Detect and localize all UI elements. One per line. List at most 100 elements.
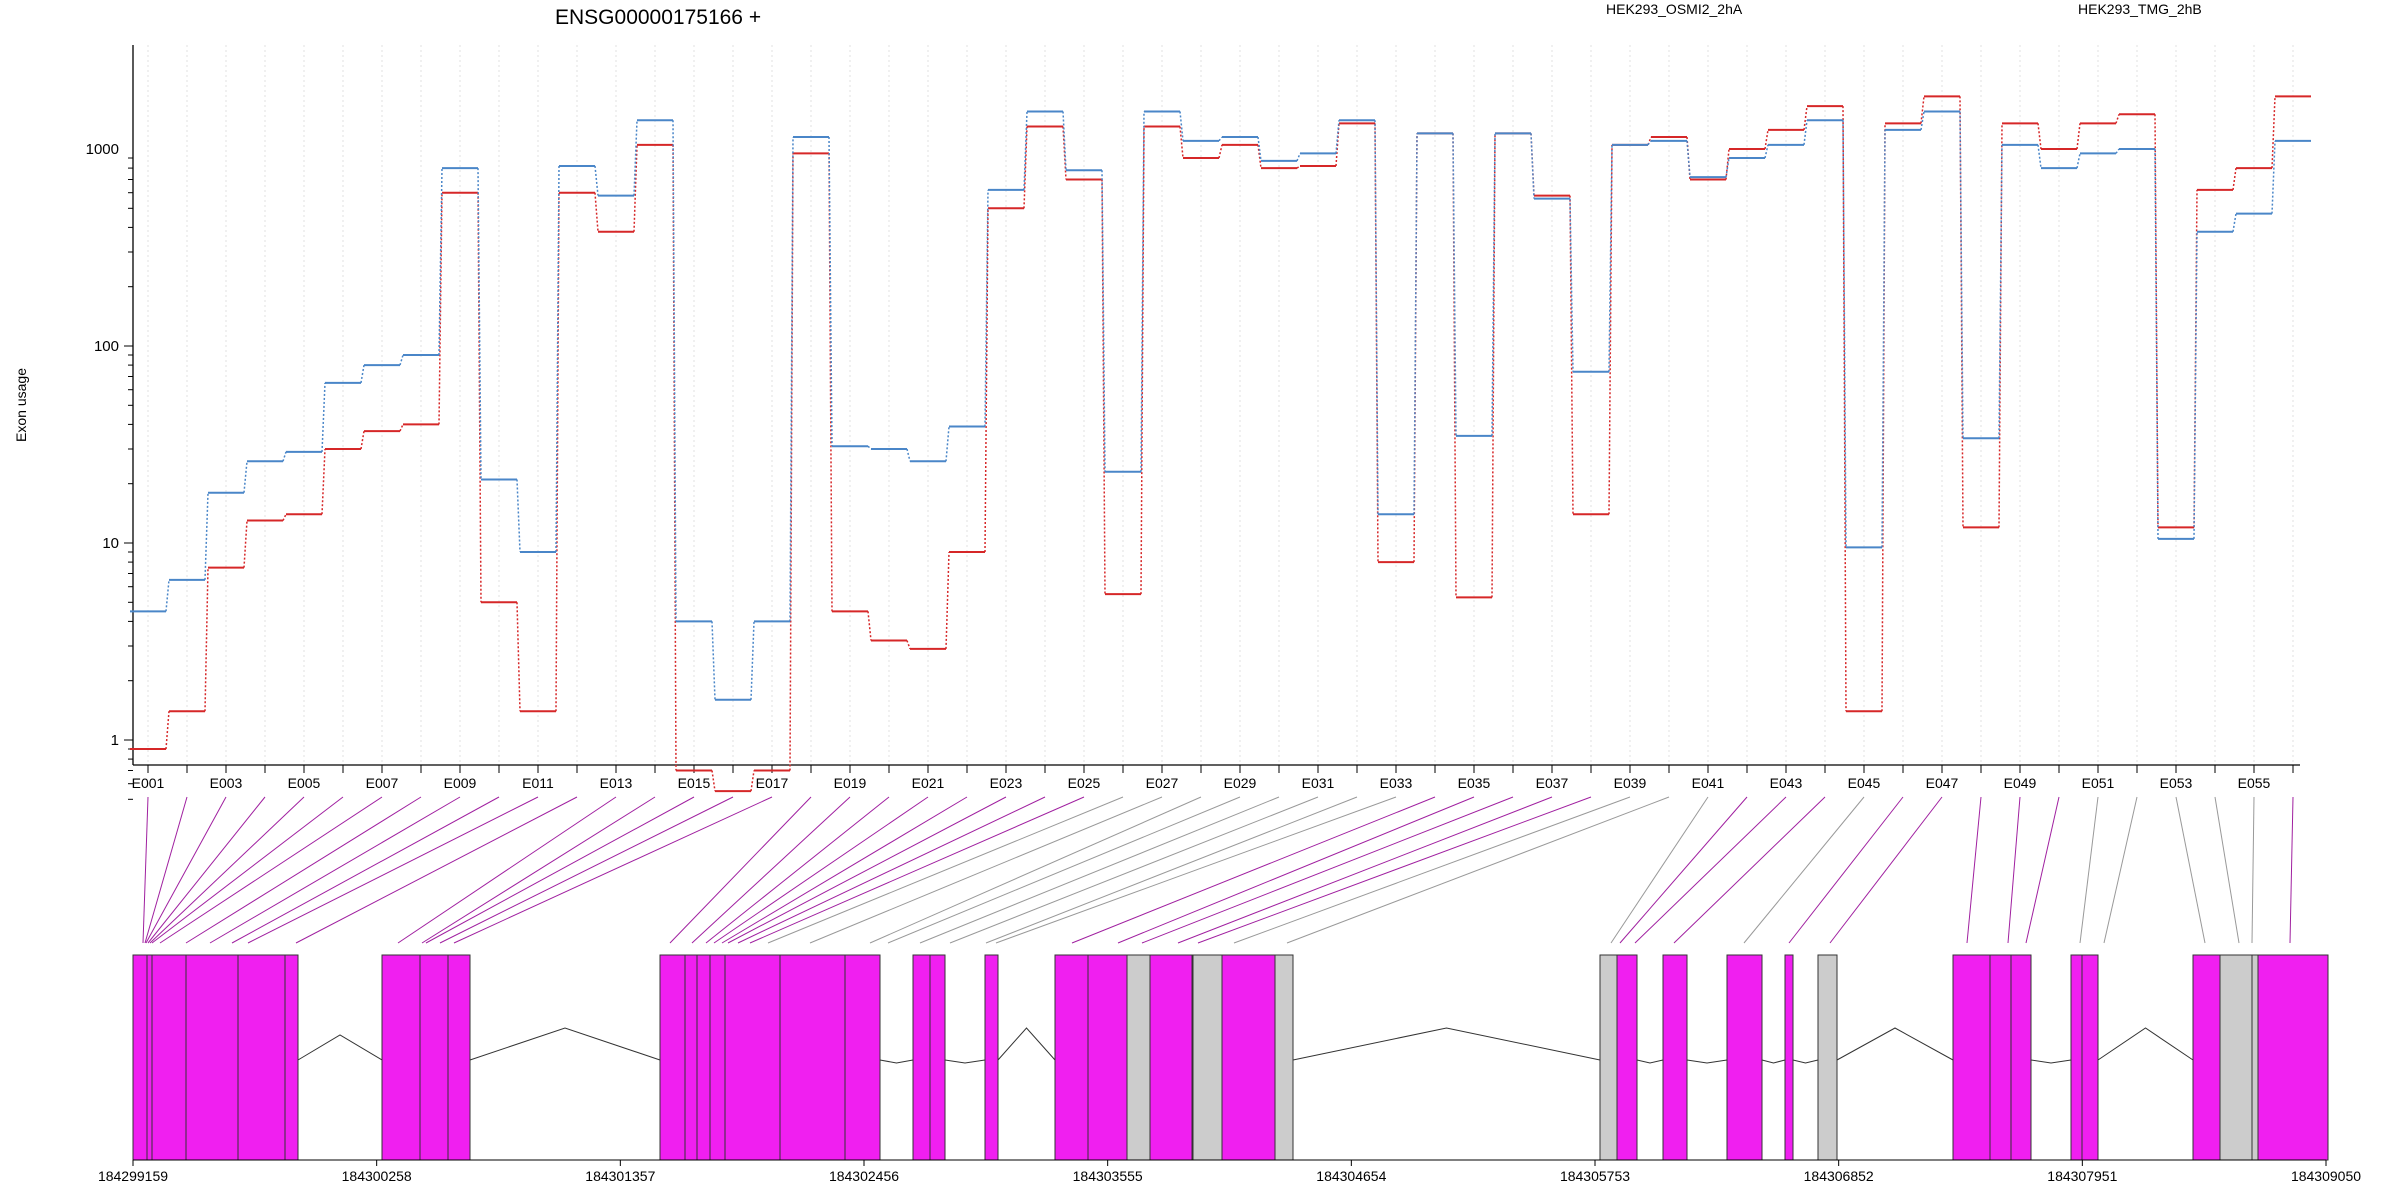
intron-line — [2097, 1027, 2194, 1061]
series-connector — [1218, 144, 1223, 159]
series-connector — [867, 611, 872, 641]
exon-link — [231, 796, 500, 944]
series-layer — [130, 95, 2311, 793]
x-tick-label: E037 — [1536, 775, 1569, 791]
series-connector — [1920, 96, 1925, 124]
y-tick-label: 100 — [94, 338, 119, 355]
x-tick-label: E041 — [1692, 775, 1725, 791]
intron-line — [879, 1059, 914, 1064]
series-connector — [1062, 126, 1067, 180]
series-connector — [2193, 231, 2198, 539]
exon-link — [2214, 796, 2240, 944]
series-connector — [1842, 120, 1847, 548]
legend-series-1: HEK293_OSMI2_2hA — [1606, 1, 1743, 17]
exon-link — [887, 796, 1241, 944]
x-tick-label: E003 — [210, 775, 243, 791]
intron-line — [297, 1034, 383, 1061]
series-connector — [2115, 148, 2120, 154]
series-connector — [282, 451, 287, 462]
exon-block — [1662, 954, 1688, 1161]
y-tick-label: 1000 — [86, 141, 119, 158]
x-tick-label: E017 — [756, 775, 789, 791]
exon-block — [132, 954, 148, 1161]
intron-line — [1636, 1059, 1664, 1064]
series-connector — [945, 426, 950, 462]
exon-link — [691, 796, 851, 944]
chart-title: ENSG00000175166 + — [555, 6, 761, 29]
excluded-exon-block — [2219, 954, 2253, 1161]
intron-line — [1292, 1027, 1601, 1061]
exon-link — [1788, 796, 1904, 944]
series-connector — [555, 165, 560, 553]
exon-link — [749, 796, 1085, 944]
genomic-tick-label: 184301357 — [585, 1168, 655, 1184]
series-connector — [1569, 198, 1574, 372]
intron-line — [1761, 1059, 1786, 1064]
series-connector — [594, 165, 599, 196]
x-tick-label: E033 — [1380, 775, 1413, 791]
intron-line — [1686, 1059, 1728, 1064]
series-connector — [1218, 136, 1223, 142]
exon-link — [2007, 796, 2021, 944]
series-connector — [2232, 213, 2237, 232]
exon-link — [919, 796, 1280, 944]
series-connector — [1920, 111, 1925, 131]
exon-block — [684, 954, 698, 1161]
exon-link — [2103, 796, 2138, 944]
series-connector — [867, 445, 872, 450]
x-axis: E001 E003 E005 E007 E009 E011 E013 E015 E017 E019… — [132, 764, 2300, 791]
x-tick-label: E005 — [288, 775, 321, 791]
exon-link — [1141, 796, 1514, 944]
series-connector — [1725, 148, 1730, 180]
exon-block — [146, 954, 153, 1161]
exon-link — [2025, 796, 2060, 944]
exon-link — [1966, 796, 1982, 944]
series-connector — [1101, 179, 1106, 595]
exon-link — [1286, 796, 1670, 944]
exon-link — [1673, 796, 1826, 944]
intron-line — [1836, 1027, 1954, 1061]
exon-block — [1784, 954, 1794, 1161]
y-axis-label: Exon usage — [13, 368, 29, 442]
x-tick-label: E029 — [1224, 775, 1257, 791]
exon-link — [2251, 796, 2255, 944]
exon-link — [1743, 796, 1865, 944]
intron-line — [2030, 1059, 2072, 1064]
series-connector — [984, 208, 989, 553]
series-connector — [282, 513, 287, 521]
series-connector — [1296, 165, 1301, 169]
exon-link — [1071, 796, 1436, 944]
series-connector — [1842, 106, 1847, 712]
series-connector — [321, 448, 326, 515]
exon-block — [1989, 954, 2012, 1161]
series-connector — [672, 120, 677, 622]
series-connector — [1374, 120, 1379, 515]
exon-block — [2081, 954, 2099, 1161]
series-connector — [1062, 111, 1067, 171]
series-connector — [2037, 123, 2042, 150]
exon-link — [145, 796, 227, 944]
exon-link — [1829, 796, 1943, 944]
exon-link — [1117, 796, 1475, 944]
series-connector — [321, 382, 326, 452]
series-connector — [243, 461, 248, 493]
exon-block — [2010, 954, 2032, 1161]
y-axis: 1 10 100 1000 — [86, 45, 134, 800]
exon-link — [985, 796, 1358, 944]
exon-block — [1054, 954, 1089, 1161]
exon-link — [247, 796, 539, 944]
exon-link — [439, 796, 734, 944]
series-connector — [204, 492, 209, 580]
series-connector — [399, 424, 404, 432]
series-connector — [2076, 123, 2081, 150]
exon-block — [929, 954, 946, 1161]
x-tick-label: E023 — [990, 775, 1023, 791]
x-tick-label: E021 — [912, 775, 945, 791]
exon-link — [159, 796, 383, 944]
series-connector — [399, 354, 404, 366]
x-tick-label: E025 — [1068, 775, 1101, 791]
x-tick-label: E039 — [1614, 775, 1647, 791]
series-connector — [360, 430, 365, 450]
exon-block — [724, 954, 781, 1161]
